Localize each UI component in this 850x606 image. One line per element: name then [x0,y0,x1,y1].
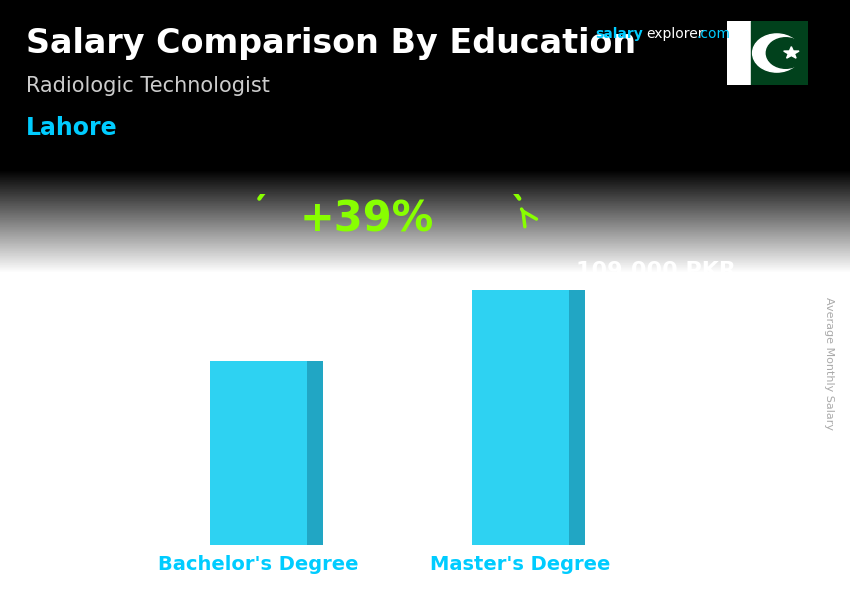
Text: Radiologic Technologist: Radiologic Technologist [26,76,269,96]
Text: Salary Comparison By Education: Salary Comparison By Education [26,27,636,60]
Text: 109,000 PKR: 109,000 PKR [576,261,736,281]
Bar [472,290,569,545]
Text: explorer: explorer [646,27,704,41]
Text: .com: .com [697,27,731,41]
Circle shape [752,34,801,72]
Text: 78,600 PKR: 78,600 PKR [58,332,202,352]
Bar [210,361,307,545]
Text: salary: salary [595,27,643,41]
Polygon shape [784,47,799,58]
Bar [751,21,807,85]
Circle shape [767,38,805,68]
Text: Average Monthly Salary: Average Monthly Salary [824,297,834,430]
Bar [727,21,751,85]
Polygon shape [569,290,586,545]
Polygon shape [307,361,324,545]
Text: Lahore: Lahore [26,116,117,141]
Text: +39%: +39% [300,199,434,241]
